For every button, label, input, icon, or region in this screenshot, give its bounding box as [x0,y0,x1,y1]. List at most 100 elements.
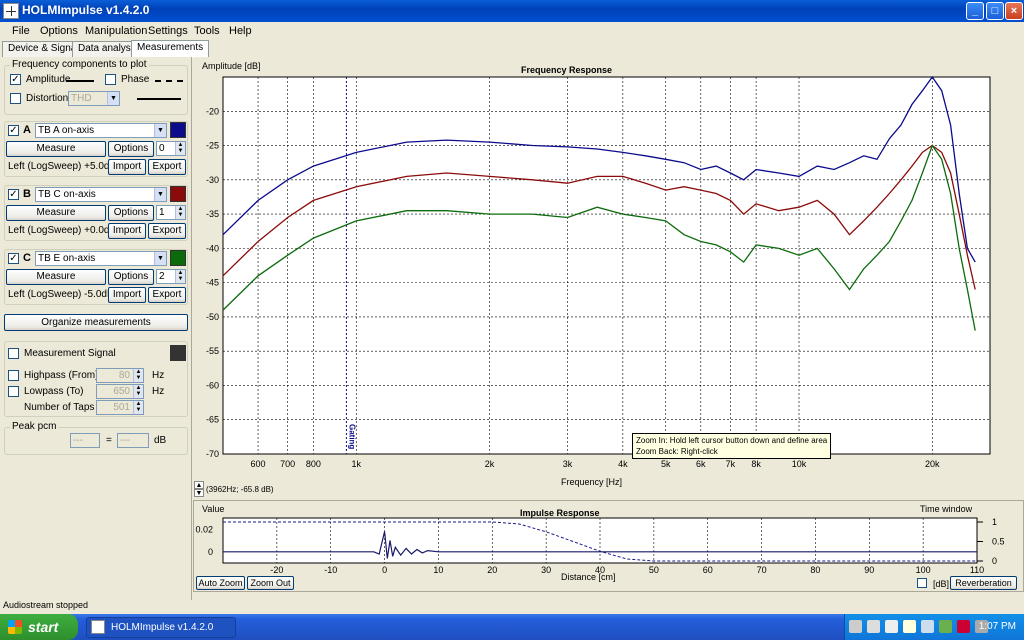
clock: 1:07 PM [978,621,1016,632]
fr-y-tick-label: -25 [206,141,219,151]
measurement-a-export-button[interactable]: Export [148,159,186,175]
impulse-response-chart[interactable]: -20 -10 0 10 20 30 40 50 60 70 80 90 100 110 0 0.02 0 0.5… [193,500,1024,592]
network-icon[interactable] [867,620,880,633]
zoom-out-button[interactable]: Zoom Out [247,576,294,590]
ir-y2-tick-label: 1 [992,517,997,527]
measurement-signal-color-swatch[interactable] [170,345,186,361]
ir-chart-title: Impulse Response [520,508,600,518]
measurement-c-export-button[interactable]: Export [148,287,186,303]
reverberation-button[interactable]: Reverberation [950,576,1017,590]
measurement-b-export-button[interactable]: Export [148,223,186,239]
scroll-down-icon[interactable]: ▼ [194,489,204,497]
fr-x-tick-label: 3k [563,459,573,469]
measurement-b-options-spinner[interactable]: 1 ▲ ▼ [156,205,186,220]
start-button[interactable]: start [0,614,78,640]
menu-options[interactable]: Options [40,25,78,37]
measurement-b-options-button[interactable]: Options [108,205,154,221]
fr-y-tick-label: -45 [206,278,219,288]
menu-settings[interactable]: Settings [148,25,188,37]
fr-x-tick-label: 700 [280,459,295,469]
amplitude-checkbox[interactable]: ✓ [10,74,21,85]
lowpass-unit: Hz [152,386,165,397]
menu-tools[interactable]: Tools [194,25,220,37]
distortion-select[interactable]: THD ▼ [68,91,120,106]
measurement-c-options-spinner[interactable]: 2 ▲ ▼ [156,269,186,284]
menu-help[interactable]: Help [229,25,252,37]
distortion-checkbox[interactable] [10,93,21,104]
distortion-line-icon [137,98,181,100]
measurement-b-color-swatch[interactable] [170,186,186,202]
fr-x-tick-label: 2k [485,459,495,469]
volume-icon[interactable] [975,620,988,633]
fr-y-tick-label: -30 [206,175,219,185]
ir-y2-tick-label: 0 [992,556,997,566]
amplitude-label: Amplitude [26,74,71,85]
measurement-a-color-swatch[interactable] [170,122,186,138]
fr-series-a [222,75,976,263]
highpass-input[interactable]: 80 ▲ ▼ [96,368,144,383]
measurement-a-desc: Left (LogSweep) +5.0dB [8,161,117,172]
db-checkbox[interactable] [917,578,927,588]
auto-zoom-button[interactable]: Auto Zoom [196,576,245,590]
help-icon[interactable] [903,620,916,633]
lowpass-input[interactable]: 650 ▲ ▼ [96,384,144,399]
measurement-c-measure-button[interactable]: Measure [6,269,106,285]
security-icon[interactable] [957,620,970,633]
measurement-a-options-spinner[interactable]: 0 ▲ ▼ [156,141,186,156]
tooltip-line-1: Zoom In: Hold left cursor button down an… [636,436,828,445]
close-button[interactable]: × [1005,2,1023,20]
measurement-b-measure-button[interactable]: Measure [6,205,106,221]
fr-x-tick-label: 6k [696,459,706,469]
frequency-response-chart[interactable]: -20 -25 -30 -35 -40 -45 -50 -55 -60 -65 -70 600 700 8… [193,57,1024,497]
ir-x-tick-label: 110 [970,565,984,575]
status-text: Audiostream stopped [3,600,89,610]
fr-series-b [222,144,976,290]
fr-y-tick-label: -40 [206,243,219,253]
device-icon[interactable] [885,620,898,633]
tab-measurements[interactable]: Measurements [131,40,210,58]
menu-file[interactable]: File [12,25,30,37]
measurement-a-options-value: 0 [159,143,165,154]
highpass-unit: Hz [152,370,165,381]
measurement-a-import-button[interactable]: Import [108,159,146,175]
chevron-down-icon: ▼ [154,124,166,137]
measurement-c-options-button[interactable]: Options [108,269,154,285]
tooltip-line-2: Zoom Back: Right-click [636,447,718,456]
lowpass-checkbox[interactable] [8,386,19,397]
monitor-icon[interactable] [921,620,934,633]
measurement-c-checkbox[interactable]: ✓ [8,253,19,264]
tool-icon[interactable] [849,620,862,633]
measurement-a-checkbox[interactable]: ✓ [8,125,19,136]
taps-input[interactable]: 501 ▲ ▼ [96,400,144,415]
measurement-c-color-swatch[interactable] [170,250,186,266]
organize-measurements-button[interactable]: Organize measurements [4,314,188,331]
ir-x-tick-label: 80 [810,565,820,575]
measurement-b-import-button[interactable]: Import [108,223,146,239]
scroll-up-icon[interactable]: ▲ [194,481,204,489]
measurement-a-options-button[interactable]: Options [108,141,154,157]
measurement-c-group [4,249,188,305]
measurement-b-select[interactable]: TB C on-axis ▼ [35,187,167,202]
minimize-button[interactable]: _ [966,2,984,20]
phase-checkbox[interactable] [105,74,116,85]
measurement-b-checkbox[interactable]: ✓ [8,189,19,200]
taskbar-item-holmimpulse[interactable]: HOLMImpulse v1.4.2.0 [86,617,236,638]
measurement-signal-checkbox[interactable] [8,348,19,359]
peak-pcm-label: Peak pcm [10,421,59,432]
fr-y-tick-label: -55 [206,346,219,356]
peak-right-field: --- [117,433,149,448]
measurement-b-letter: B [23,188,31,200]
phase-label: Phase [121,74,150,85]
taps-value: 501 [113,402,130,413]
taskbar: start HOLMImpulse v1.4.2.0 1:07 PM [0,614,1024,640]
maximize-button[interactable]: □ [986,2,1004,20]
measurement-c-select[interactable]: TB E on-axis ▼ [35,251,167,266]
menu-manipulation[interactable]: Manipulation [85,25,148,37]
highpass-checkbox[interactable] [8,370,19,381]
update-icon[interactable] [939,620,952,633]
chart-area: Amplitude [dB] Frequency Response -20 -25… [193,57,1024,600]
measurement-a-select[interactable]: TB A on-axis ▼ [35,123,167,138]
measurement-c-import-button[interactable]: Import [108,287,146,303]
spinner-arrows-icon: ▲ ▼ [133,385,143,398]
measurement-a-measure-button[interactable]: Measure [6,141,106,157]
